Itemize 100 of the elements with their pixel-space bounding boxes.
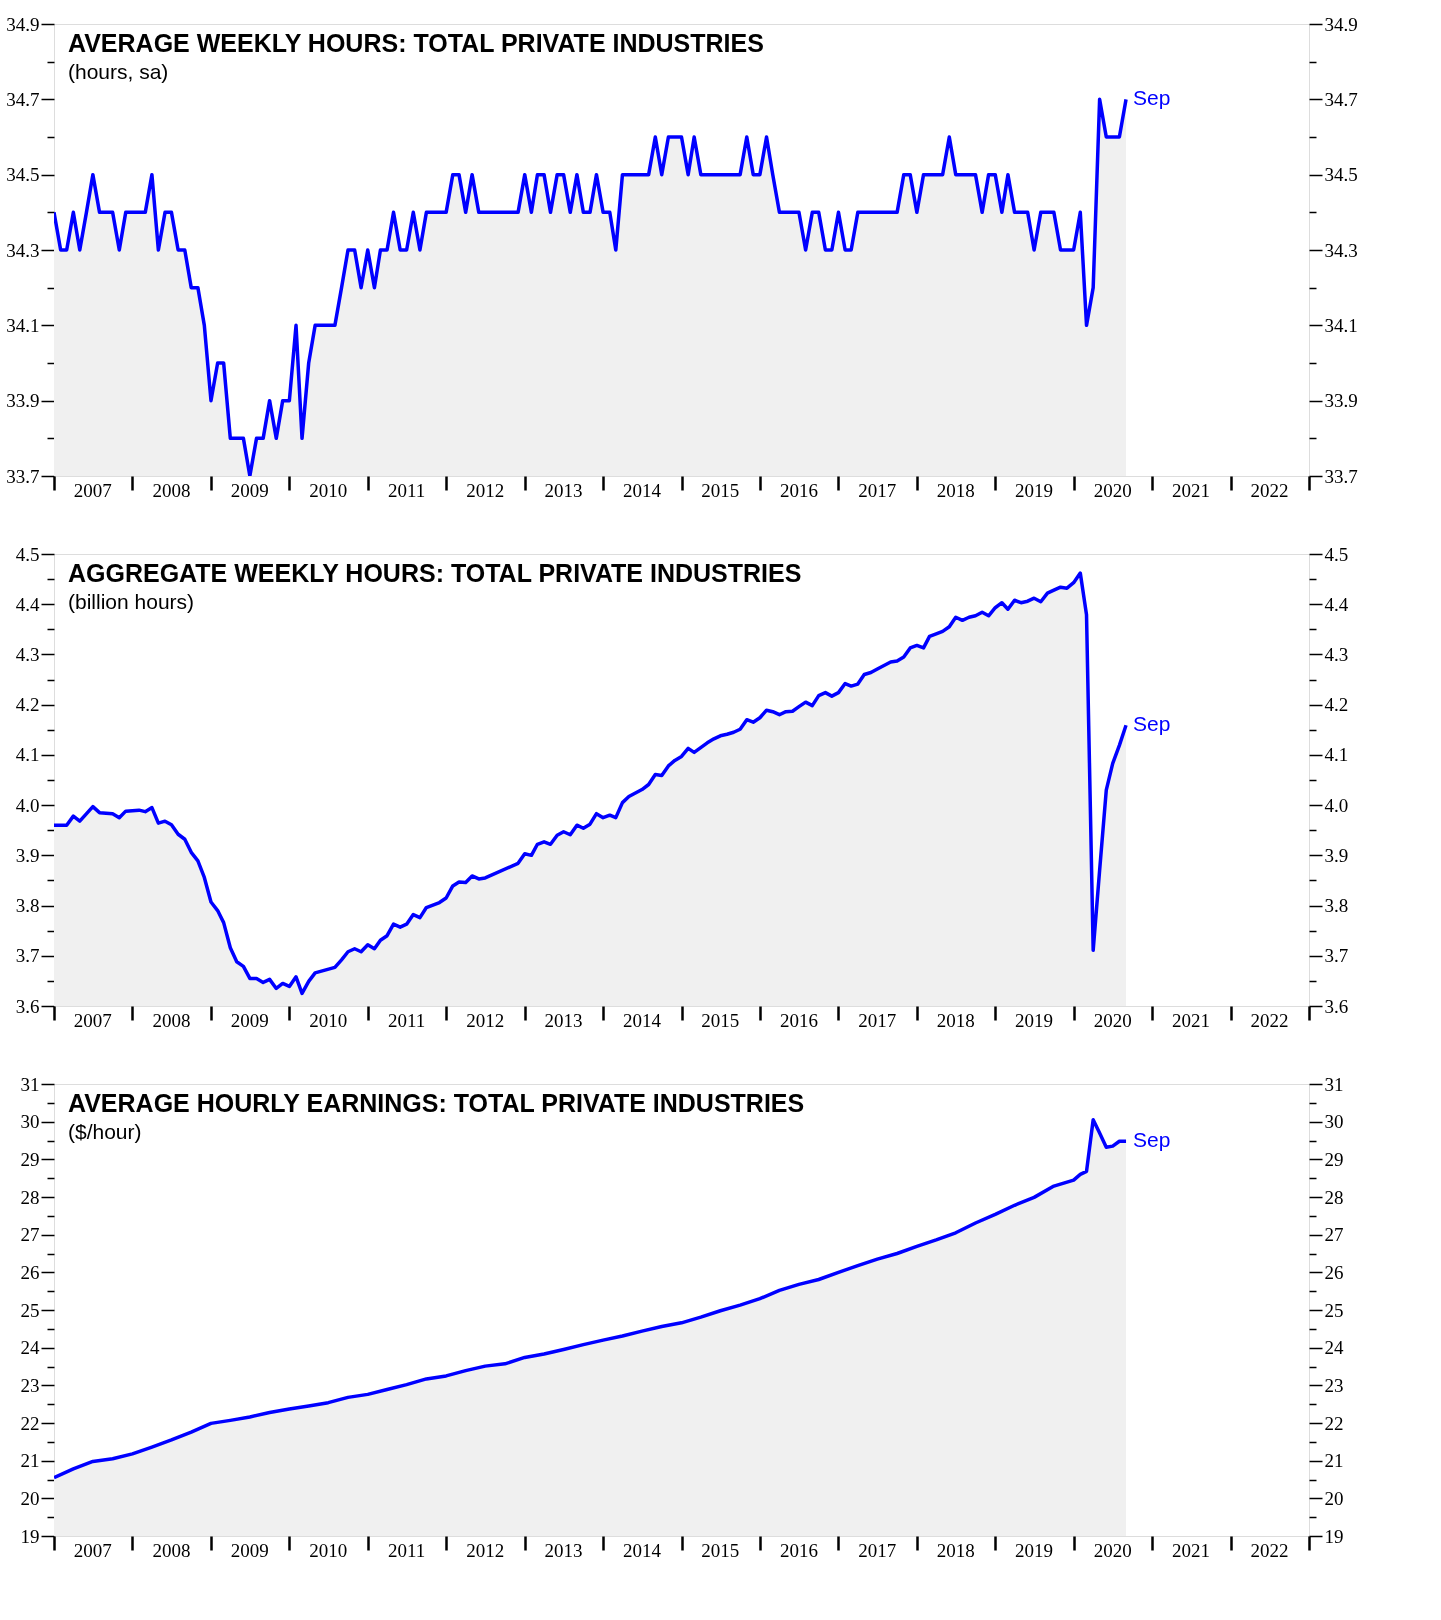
y-tick-label: 34.3 [6,239,40,261]
chart-title: AVERAGE WEEKLY HOURS: TOTAL PRIVATE INDUSTRIES [68,29,764,57]
x-tick-label: 2008 [152,480,191,501]
y-tick-label: 33.7 [6,465,40,487]
x-tick-label: 2010 [309,480,348,501]
y2-tick-label: 27 [1324,1224,1344,1246]
y-tick-label: 4.0 [15,794,40,816]
x-tick-label: 2014 [622,480,662,501]
y-tick-label: 4.1 [15,744,40,766]
x-tick-label: 2022 [1250,480,1289,501]
y-tick-label: 30 [20,1111,40,1133]
x-tick-label: 2018 [936,1540,975,1561]
x-tick-label: 2020 [1093,1010,1132,1031]
x-tick-label: 2009 [230,480,269,501]
y2-tick-label: 34.7 [1324,88,1358,110]
y-tick-label: 4.4 [15,593,40,615]
x-tick-label: 2016 [779,1010,818,1031]
y2-tick-label: 34.5 [1324,164,1358,186]
x-tick-label: 2019 [1015,480,1054,501]
x-tick-label: 2012 [466,1540,505,1561]
x-tick-label: 2018 [936,480,975,501]
x-tick-label: 2022 [1250,1540,1289,1561]
y2-tick-label: 28 [1324,1186,1344,1208]
y2-tick-label: 22 [1324,1412,1344,1434]
x-tick-label: 2021 [1172,1010,1211,1031]
x-tick-label: 2021 [1172,480,1211,501]
x-tick-label: 2020 [1093,480,1132,501]
y2-tick-label: 3.8 [1324,895,1349,917]
y-tick-label: 21 [20,1450,40,1472]
y-tick-label: 4.3 [15,643,40,665]
y-tick-label: 34.9 [6,13,40,35]
y-tick-label: 33.9 [6,390,40,412]
annotation: Sep [1133,1128,1171,1152]
y2-tick-label: 30 [1324,1111,1344,1133]
y2-tick-label: 29 [1324,1148,1344,1170]
annotation: Sep [1133,86,1171,110]
annotation: Sep [1133,712,1171,736]
y2-tick-label: 4.0 [1324,794,1349,816]
x-tick-label: 2019 [1015,1010,1054,1031]
y-tick-label: 20 [20,1487,40,1509]
y2-tick-label: 34.1 [1324,314,1358,336]
y-tick-label: 29 [20,1148,40,1170]
y2-tick-label: 4.4 [1324,593,1349,615]
x-tick-label: 2011 [387,480,426,501]
x-tick-label: 2016 [779,1540,818,1561]
x-tick-label: 2007 [73,480,112,501]
x-tick-label: 2019 [1015,1540,1054,1561]
x-tick-label: 2015 [701,480,740,501]
y-tick-label: 19 [20,1525,40,1547]
x-tick-label: 2011 [387,1540,426,1561]
y-tick-label: 25 [20,1299,40,1321]
text: (hours, sa) [68,60,169,83]
x-tick-label: 2013 [544,480,583,501]
y2-tick-label: 3.6 [1324,995,1349,1017]
y-tick-label: 3.7 [15,945,40,967]
x-tick-label: 2012 [466,1010,505,1031]
x-tick-label: 2021 [1172,1540,1211,1561]
y2-tick-label: 25 [1324,1299,1344,1321]
x-tick-label: 2010 [309,1010,348,1031]
y2-tick-label: 23 [1324,1374,1344,1396]
x-tick-label: 2008 [152,1010,191,1031]
y2-tick-label: 19 [1324,1525,1344,1547]
x-tick-label: 2012 [466,480,505,501]
x-tick-label: 2022 [1250,1010,1289,1031]
x-tick-label: 2015 [701,1010,740,1031]
x-tick-label: 2017 [858,480,897,501]
y-tick-label: 34.5 [6,164,40,186]
x-tick-label: 2016 [779,480,818,501]
y2-tick-label: 4.5 [1324,543,1349,565]
y2-tick-label: 20 [1324,1487,1344,1509]
y2-tick-label: 24 [1324,1337,1344,1359]
y-tick-label: 31 [20,1073,40,1095]
x-tick-label: 2015 [701,1540,740,1561]
x-tick-label: 2009 [230,1540,269,1561]
y-tick-label: 26 [20,1261,40,1283]
x-tick-label: 2013 [544,1540,583,1561]
y-tick-label: 34.1 [6,314,40,336]
text: (billion hours) [68,590,195,613]
x-tick-label: 2008 [152,1540,191,1561]
y-tick-label: 34.7 [6,88,40,110]
chart-title: AVERAGE HOURLY EARNINGS: TOTAL PRIVATE INDUSTRIES [68,1089,805,1117]
y-tick-label: 4.5 [15,543,40,565]
x-tick-label: 2007 [73,1540,112,1561]
y-tick-label: 23 [20,1374,40,1396]
y-tick-label: 3.8 [15,895,40,917]
x-tick-label: 2014 [622,1010,662,1031]
x-tick-label: 2007 [73,1010,112,1031]
x-tick-label: 2013 [544,1010,583,1031]
y2-tick-label: 3.9 [1324,844,1349,866]
y-tick-label: 3.9 [15,844,40,866]
y2-tick-label: 26 [1324,1261,1344,1283]
x-tick-label: 2017 [858,1540,897,1561]
y2-tick-label: 34.3 [1324,239,1358,261]
y-tick-label: 22 [20,1412,40,1434]
x-tick-label: 2018 [936,1010,975,1031]
y-tick-label: 4.2 [15,694,40,716]
text: ($/hour) [68,1120,142,1143]
x-tick-label: 2011 [387,1010,426,1031]
y2-tick-label: 33.7 [1324,465,1358,487]
y2-tick-label: 4.1 [1324,744,1349,766]
